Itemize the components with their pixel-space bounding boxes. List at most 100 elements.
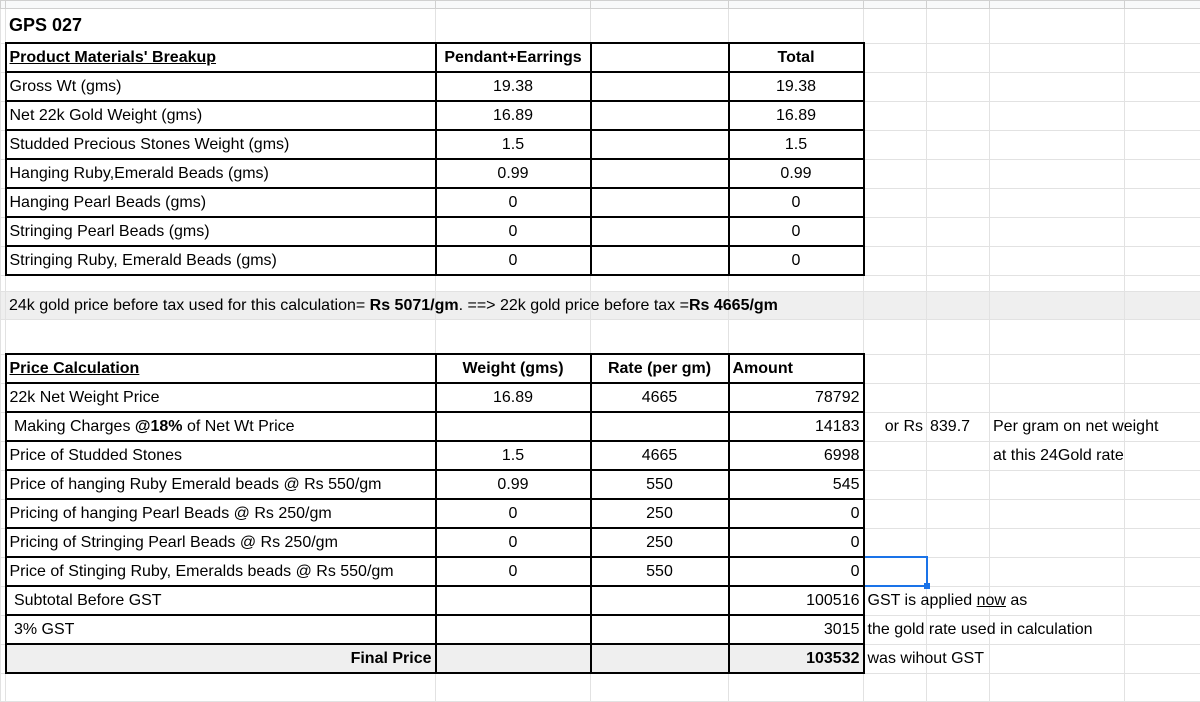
cell[interactable]: 4665 — [591, 441, 729, 470]
empty-cell[interactable] — [1125, 615, 1200, 644]
empty-cell[interactable] — [1125, 499, 1200, 528]
gold-price-note[interactable]: 24k gold price before tax used for this … — [6, 292, 436, 320]
empty-cell[interactable] — [927, 499, 990, 528]
empty-cell[interactable] — [864, 1, 927, 9]
materials-col-total[interactable]: Total — [729, 43, 864, 72]
empty-cell[interactable] — [927, 9, 990, 44]
empty-cell[interactable] — [927, 441, 990, 470]
empty-cell[interactable] — [990, 354, 1125, 383]
cell[interactable]: 16.89 — [436, 101, 591, 130]
empty-cell[interactable] — [927, 101, 990, 130]
cell[interactable]: 550 — [591, 470, 729, 499]
cell[interactable]: Stringing Ruby, Emerald Beads (gms) — [6, 246, 436, 275]
empty-cell[interactable] — [927, 159, 990, 188]
cell[interactable]: 0 — [729, 217, 864, 246]
cell[interactable]: 0 — [436, 528, 591, 557]
empty-cell[interactable] — [591, 320, 729, 355]
cell[interactable]: 0 — [729, 528, 864, 557]
empty-cell[interactable] — [864, 43, 927, 72]
gst-note-2[interactable]: the gold rate used in calculation — [864, 615, 927, 644]
empty-cell[interactable] — [864, 499, 927, 528]
cell[interactable]: Pricing of Stringing Pearl Beads @ Rs 25… — [6, 528, 436, 557]
empty-cell[interactable] — [864, 673, 927, 702]
empty-cell[interactable] — [729, 320, 864, 355]
empty-cell[interactable] — [990, 292, 1125, 320]
cell[interactable]: 250 — [591, 528, 729, 557]
cell[interactable] — [591, 412, 729, 441]
price-col-amount[interactable]: Amount — [729, 354, 864, 383]
empty-cell[interactable] — [864, 246, 927, 275]
materials-col-pendant[interactable]: Pendant+Earrings — [436, 43, 591, 72]
cell[interactable]: 0 — [436, 217, 591, 246]
cell[interactable]: 0.99 — [436, 159, 591, 188]
empty-cell[interactable] — [1125, 275, 1200, 292]
cell[interactable]: Price of Studded Stones — [6, 441, 436, 470]
empty-cell[interactable] — [927, 72, 990, 101]
cell[interactable]: 16.89 — [729, 101, 864, 130]
empty-cell[interactable] — [864, 72, 927, 101]
empty-cell[interactable] — [864, 383, 927, 412]
cell[interactable]: 3015 — [729, 615, 864, 644]
empty-cell[interactable] — [864, 441, 927, 470]
empty-cell[interactable] — [591, 275, 729, 292]
empty-cell[interactable] — [990, 72, 1125, 101]
empty-cell[interactable] — [864, 528, 927, 557]
empty-cell[interactable] — [990, 499, 1125, 528]
empty-cell[interactable] — [927, 130, 990, 159]
empty-cell[interactable] — [1125, 159, 1200, 188]
sheet-title[interactable]: GPS 027 — [6, 9, 436, 44]
cell[interactable]: Gross Wt (gms) — [6, 72, 436, 101]
empty-cell[interactable] — [864, 9, 927, 44]
empty-cell[interactable] — [1125, 130, 1200, 159]
empty-cell[interactable] — [6, 1, 436, 9]
cell[interactable]: 4665 — [591, 383, 729, 412]
empty-cell[interactable] — [927, 320, 990, 355]
cell[interactable]: 78792 — [729, 383, 864, 412]
empty-cell[interactable] — [6, 320, 436, 355]
cell[interactable]: 0 — [436, 246, 591, 275]
empty-cell[interactable] — [927, 470, 990, 499]
empty-cell[interactable] — [1125, 43, 1200, 72]
empty-cell[interactable] — [591, 159, 729, 188]
cell[interactable]: 1.5 — [436, 130, 591, 159]
cell[interactable]: 0.99 — [436, 470, 591, 499]
price-col-weight[interactable]: Weight (gms) — [436, 354, 591, 383]
column-header-bar[interactable] — [1, 1, 1200, 9]
empty-cell[interactable] — [927, 275, 990, 292]
empty-cell[interactable] — [6, 673, 436, 702]
cell[interactable]: 0 — [729, 499, 864, 528]
empty-cell[interactable] — [1125, 217, 1200, 246]
empty-cell[interactable] — [864, 188, 927, 217]
empty-cell[interactable] — [927, 1, 990, 9]
empty-cell[interactable] — [591, 615, 729, 644]
price-col-rate[interactable]: Rate (per gm) — [591, 354, 729, 383]
empty-cell[interactable] — [1125, 586, 1200, 615]
empty-cell[interactable] — [927, 354, 990, 383]
empty-cell[interactable] — [1125, 320, 1200, 355]
cell[interactable]: 545 — [729, 470, 864, 499]
empty-cell[interactable] — [990, 43, 1125, 72]
empty-cell[interactable] — [436, 9, 591, 44]
empty-cell[interactable] — [591, 188, 729, 217]
empty-cell[interactable] — [990, 383, 1125, 412]
cell[interactable]: 19.38 — [729, 72, 864, 101]
empty-cell[interactable] — [864, 217, 927, 246]
cell[interactable]: 1.5 — [436, 441, 591, 470]
empty-cell[interactable] — [990, 557, 1125, 586]
cell[interactable]: Stringing Pearl Beads (gms) — [6, 217, 436, 246]
cell[interactable]: 0 — [729, 246, 864, 275]
empty-cell[interactable] — [1125, 441, 1200, 470]
cell[interactable]: 19.38 — [436, 72, 591, 101]
empty-cell[interactable] — [6, 275, 436, 292]
empty-cell[interactable] — [591, 130, 729, 159]
empty-cell[interactable] — [990, 275, 1125, 292]
cell[interactable]: Hanging Pearl Beads (gms) — [6, 188, 436, 217]
cell[interactable]: 100516 — [729, 586, 864, 615]
empty-cell[interactable] — [990, 101, 1125, 130]
empty-cell[interactable] — [729, 1, 864, 9]
empty-cell[interactable] — [1125, 1, 1200, 9]
empty-cell[interactable] — [436, 586, 591, 615]
cell[interactable]: Price of hanging Ruby Emerald beads @ Rs… — [6, 470, 436, 499]
empty-cell[interactable] — [436, 320, 591, 355]
